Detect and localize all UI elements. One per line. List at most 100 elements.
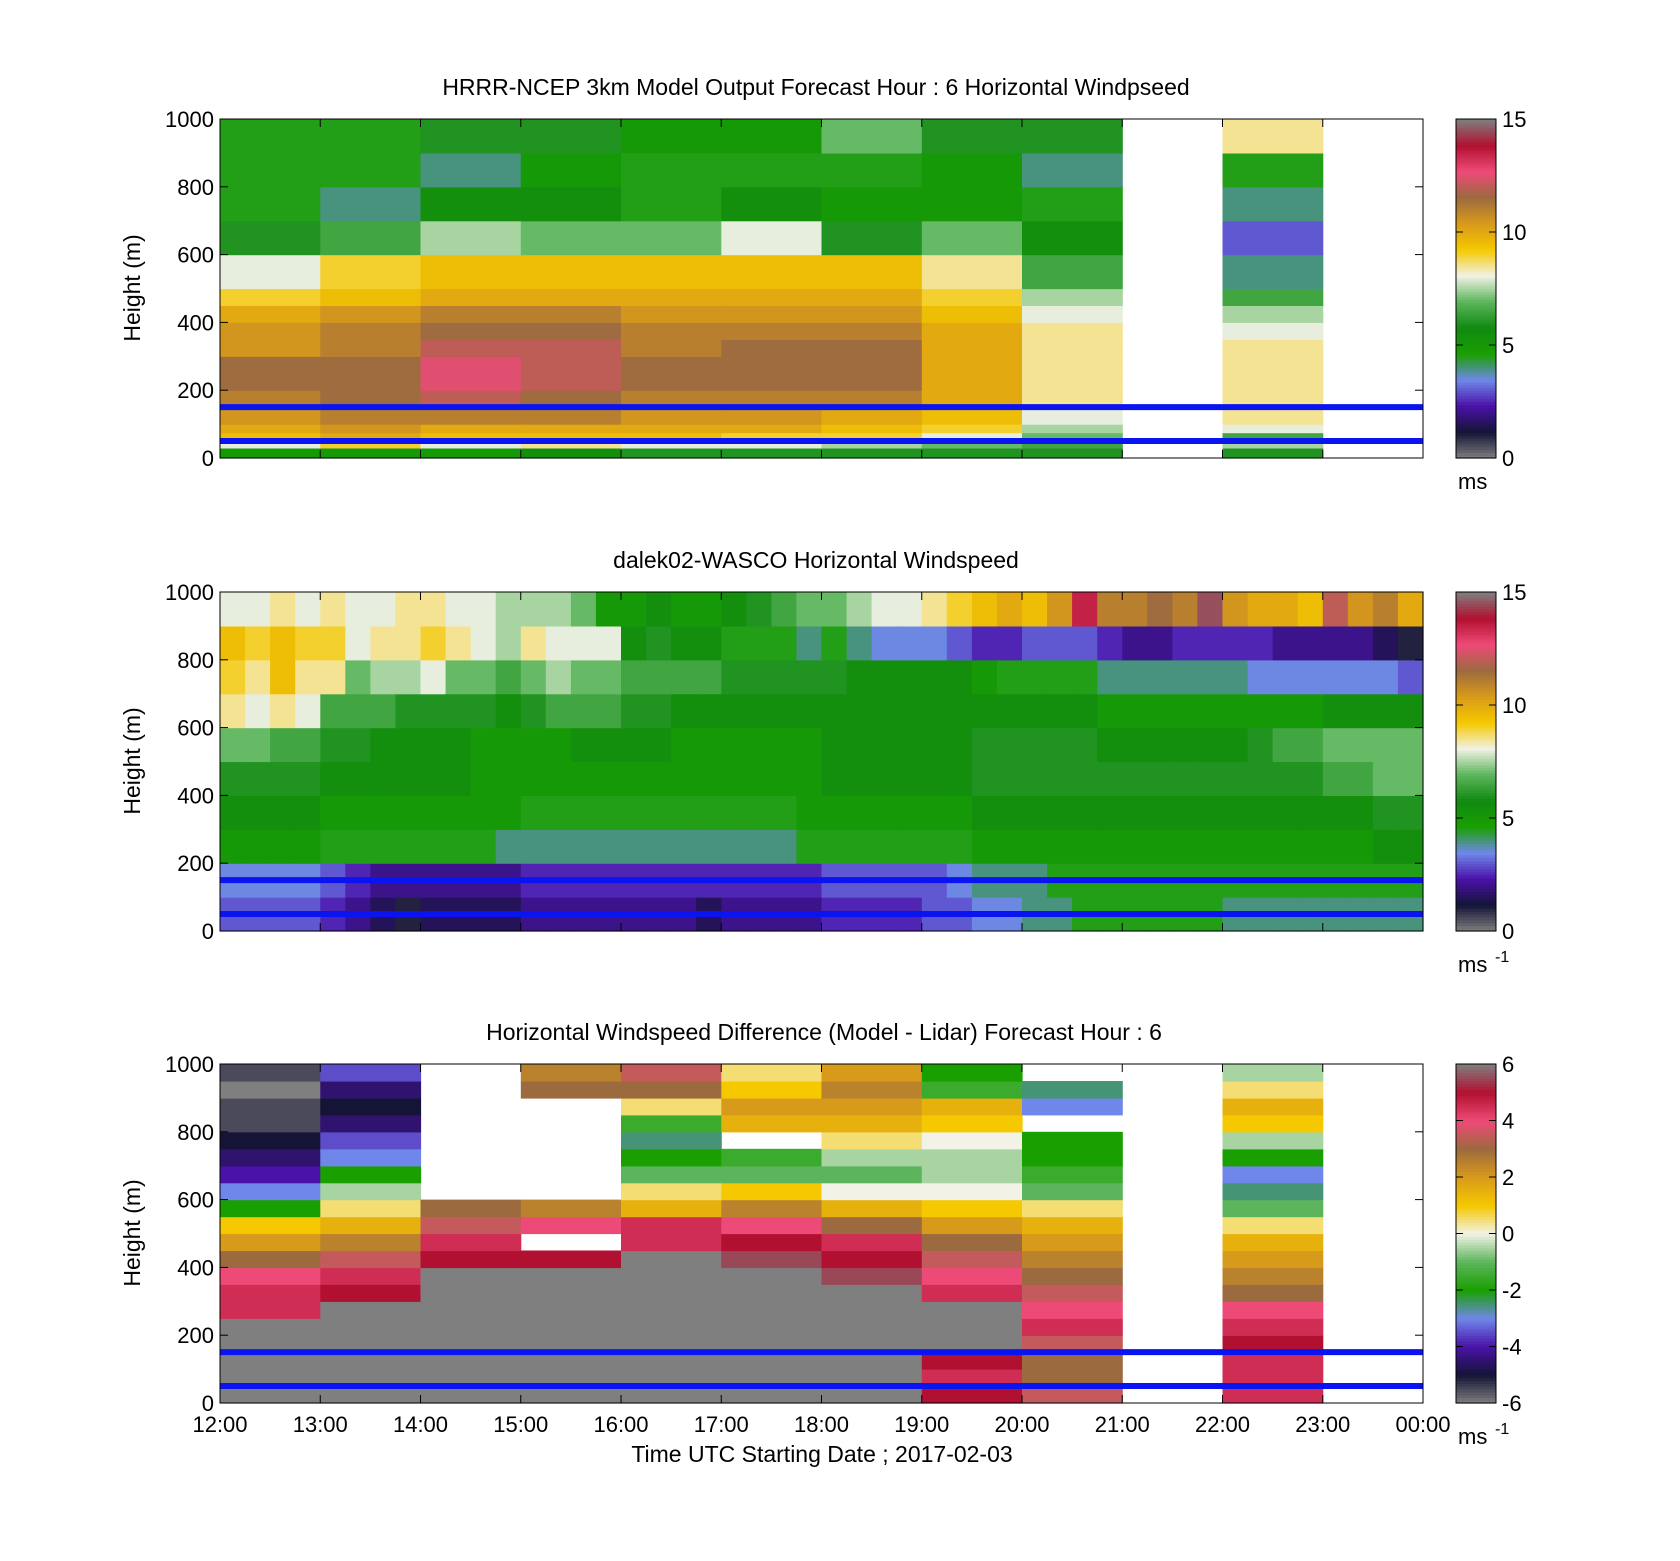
heatmap-cell [1197,659,1224,695]
heatmap-cell [921,407,1023,425]
colorbar-segment [1456,322,1496,326]
heatmap-cell [420,625,447,661]
colorbar-segment [1456,758,1496,763]
colorbar-segment [1456,347,1496,352]
heatmap-cell [570,592,597,627]
colorbar-segment [1456,699,1496,703]
heatmap-cell [520,407,622,425]
heatmap-cell [896,659,923,695]
heatmap-cell [1297,795,1324,830]
colorbar-segment [1456,820,1496,825]
heatmap-cell [395,659,422,695]
colorbar-segment [1456,679,1496,684]
heatmap-cell [320,1318,422,1336]
heatmap-cell [921,339,1023,357]
heatmap-cell [420,373,522,391]
colorbar-segment [1456,336,1496,340]
colorbar-segment [1456,1304,1496,1308]
heatmap-cell [621,1114,722,1133]
heatmap-cell [721,373,823,391]
heatmap-cell [721,1352,823,1370]
colorbar-segment [1456,158,1496,163]
heatmap-cell [621,592,647,627]
heatmap-cell [1222,447,1324,459]
heatmap-cell [545,727,572,763]
heatmap-cell [1272,795,1299,830]
x-tick-label: 17:00 [694,1412,749,1437]
heatmap-cell [821,1199,923,1218]
heatmap-cell [595,625,622,661]
colorbar-segment [1456,305,1496,309]
heatmap-cell [621,305,722,323]
colorbar-segment [1456,316,1496,321]
heatmap-cell [295,795,321,830]
heatmap-cell [595,795,622,830]
heatmap-cell [320,1250,422,1269]
heatmap-cell [1172,829,1199,864]
heatmap-cell [320,829,346,864]
heatmap-cell [721,1335,823,1353]
colorbar-segment [1456,1343,1496,1348]
heatmap-cell [1222,1335,1324,1353]
colorbar-segment [1456,1247,1496,1252]
heatmap-cell [345,659,371,695]
heatmap-cell [495,625,522,661]
heatmap-cell [1222,1386,1324,1404]
heatmap-cell [220,119,321,154]
heatmap-cell [245,592,271,627]
heatmap-cell [1022,1301,1123,1319]
heatmap-cell [520,1267,622,1285]
heatmap-cell [971,795,998,830]
y-tick-label: 400 [177,310,214,335]
heatmap-cell [1222,1131,1324,1150]
heatmap-cell [1097,625,1123,661]
heatmap-cell [746,693,772,729]
colorbar-segment [1456,1394,1496,1398]
heatmap-cell [921,1165,1023,1184]
colorbar-segment [1456,631,1496,635]
colorbar-segment [1456,642,1496,647]
heatmap-cell [520,390,622,408]
heatmap-cell [1247,659,1274,695]
colorbar-segment [1456,294,1496,298]
heatmap-cell [1222,625,1249,661]
colorbar-segment [1456,919,1496,924]
colorbar-segment [1456,1318,1496,1322]
heatmap-cell [821,1369,923,1387]
heatmap-cell [495,659,522,695]
heatmap-cell [896,761,923,796]
colorbar-segment [1456,719,1496,723]
colorbar-segment [1456,1097,1496,1102]
heatmap-cell [1097,829,1123,864]
x-tick-labels: 12:00 13:00 14:00 15:00 16:00 17:00 18:00 19:00… [192,1412,1450,1437]
heatmap-cell [721,1369,823,1387]
colorbar-segment [1456,738,1496,743]
colorbar-segment [1456,668,1496,672]
heatmap-cell [821,1250,923,1269]
heatmap-cell [220,1250,321,1269]
colorbar-segment [1456,849,1496,853]
heatmap-cell [420,152,522,188]
x-tick-label: 15:00 [493,1412,548,1437]
colorbar-segment [1456,251,1496,256]
colorbar-segment [1456,260,1496,264]
colorbar-segment [1456,220,1496,225]
heatmap-cell [821,152,923,188]
heatmap-cell [420,119,522,154]
heatmap-cell [1347,727,1374,763]
colorbar-segment [1456,299,1496,304]
colorbar-segment [1456,1253,1496,1257]
heatmap-cell [420,659,447,695]
x-tick-label: 00:00 [1395,1412,1450,1437]
colorbar-segment [1456,851,1496,856]
heatmap-cell [621,1064,722,1082]
heatmap-cell [621,407,722,425]
heatmap-cell [220,424,321,434]
colorbar-segment [1456,359,1496,363]
heatmap-cell [646,727,672,763]
heatmap-cell [245,795,271,830]
colorbar-segment [1456,387,1496,391]
colorbar-segment [1456,761,1496,765]
heatmap-cell [921,1233,1023,1252]
y-tick-label: 0 [202,919,214,944]
